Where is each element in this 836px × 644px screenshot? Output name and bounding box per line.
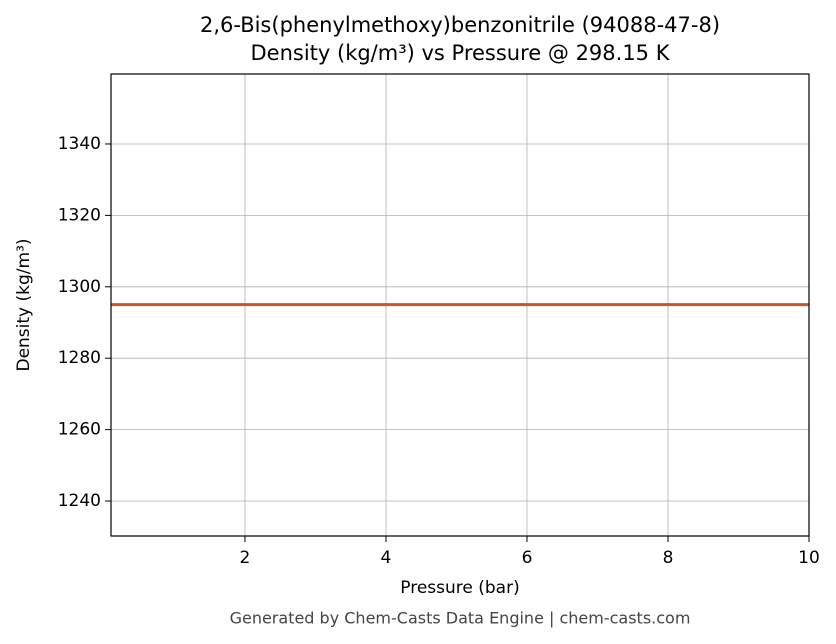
y-tick-label: 1300 <box>58 277 101 297</box>
x-tick-label: 8 <box>663 548 674 568</box>
y-tick-label: 1240 <box>58 491 101 511</box>
x-tick-label: 4 <box>381 548 392 568</box>
y-tick-label: 1260 <box>58 420 101 440</box>
chart-title: 2,6-Bis(phenylmethoxy)benzonitrile (9408… <box>200 13 720 37</box>
x-tick-label: 2 <box>240 548 251 568</box>
y-tick-label: 1280 <box>58 348 101 368</box>
y-tick-label: 1340 <box>58 134 101 154</box>
y-axis-label: Density (kg/m³) <box>14 238 34 371</box>
x-tick-label: 10 <box>798 548 820 568</box>
footer: Generated by Chem-Casts Data Engine | ch… <box>230 609 691 628</box>
x-axis-label: Pressure (bar) <box>400 578 519 598</box>
chart-subtitle: Density (kg/m³) vs Pressure @ 298.15 K <box>250 41 670 65</box>
x-tick-label: 6 <box>522 548 533 568</box>
plot-frame <box>110 73 810 537</box>
y-tick-label: 1320 <box>58 205 101 225</box>
